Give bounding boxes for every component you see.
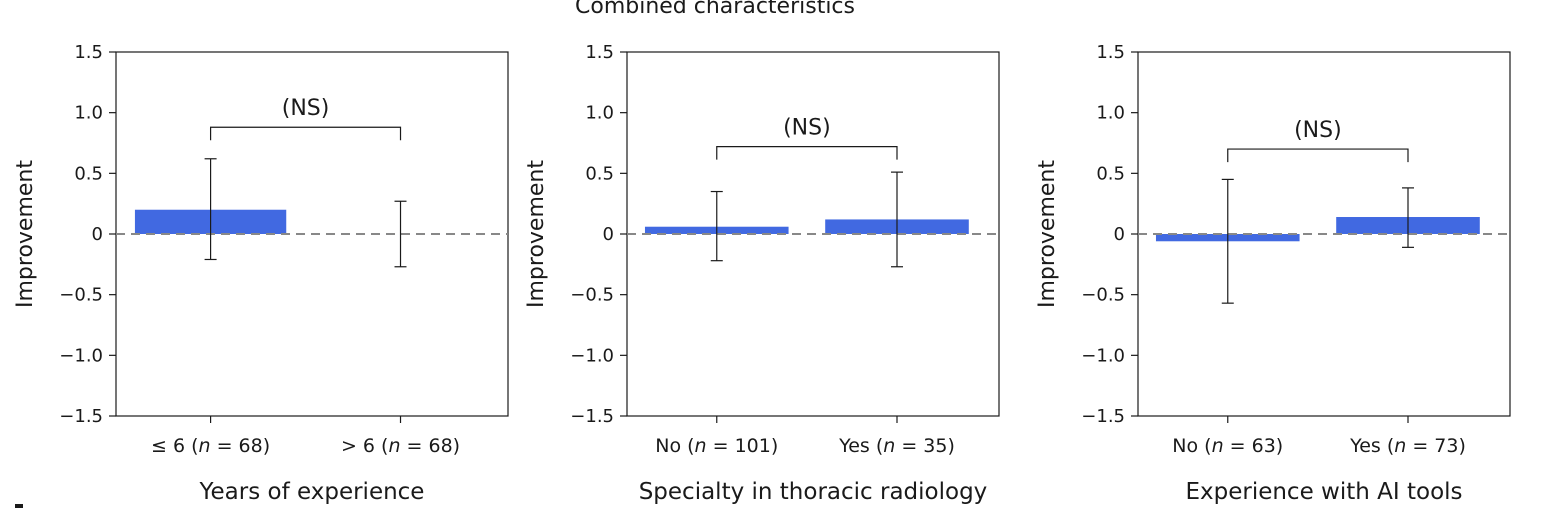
y-axis-label: Improvement — [524, 160, 549, 308]
significance-bracket — [209, 126, 402, 141]
x-tick-label: Yes (n = 35) — [838, 435, 955, 457]
y-tick-label: 0 — [1114, 224, 1125, 245]
y-tick-label: 1.0 — [74, 103, 103, 124]
y-axis-label: Improvement — [1035, 160, 1060, 308]
y-tick-label: 1.5 — [1096, 42, 1125, 63]
chart-panel-3: 1.5 1.0 0.5 0 −0.5 −1.0 −1.5 Improvement No (n =… — [1035, 42, 1511, 505]
x-tick-label: ≤ 6 (n = 68) — [151, 435, 270, 457]
significance-bracket — [1227, 148, 1409, 163]
significance-bracket — [716, 146, 898, 160]
y-tick-label: 1.5 — [74, 42, 103, 63]
y-tick-label: −1.5 — [570, 406, 614, 427]
y-tick-label: 0.5 — [585, 163, 614, 184]
x-tick-label: No (n = 63) — [1172, 435, 1283, 457]
significance-label: (NS) — [783, 116, 831, 141]
y-tick-label: 0 — [603, 224, 614, 245]
x-axis-label: Experience with AI tools — [1185, 479, 1462, 505]
y-axis-label: Improvement — [13, 160, 38, 308]
y-tick-label: −1.0 — [59, 345, 103, 366]
x-axis-label: Years of experience — [199, 479, 425, 505]
y-tick-label: 0.5 — [74, 163, 103, 184]
x-tick-label: > 6 (n = 68) — [341, 435, 460, 457]
y-tick-label: 1.5 — [585, 42, 614, 63]
y-tick-label: 1.0 — [585, 103, 614, 124]
chart-panel-2: 1.5 1.0 0.5 0 −0.5 −1.0 −1.5 Improvement No (n =… — [524, 42, 1000, 505]
x-tick-label: Yes (n = 73) — [1349, 435, 1466, 457]
significance-label: (NS) — [1294, 118, 1342, 143]
significance-label: (NS) — [282, 96, 330, 121]
chart-panel-1: 1.5 1.0 0.5 0 −0.5 −1.0 −1.5 Improvement ≤ 6 (n … — [13, 42, 509, 505]
x-axis-label: Specialty in thoracic radiology — [639, 479, 988, 505]
y-tick-label: 0.5 — [1096, 163, 1125, 184]
y-tick-label: 1.0 — [1096, 103, 1125, 124]
y-tick-label: 0 — [92, 224, 103, 245]
y-tick-label: −0.5 — [59, 285, 103, 306]
y-tick-label: −0.5 — [1081, 285, 1125, 306]
y-tick-label: −1.5 — [59, 406, 103, 427]
figure-title: Combined characteristics — [575, 0, 855, 19]
y-tick-label: −1.0 — [570, 345, 614, 366]
y-tick-label: −0.5 — [570, 285, 614, 306]
x-tick-label: No (n = 101) — [655, 435, 778, 457]
y-tick-label: −1.5 — [1081, 406, 1125, 427]
panel-letter-fragment — [15, 504, 23, 508]
y-tick-label: −1.0 — [1081, 345, 1125, 366]
